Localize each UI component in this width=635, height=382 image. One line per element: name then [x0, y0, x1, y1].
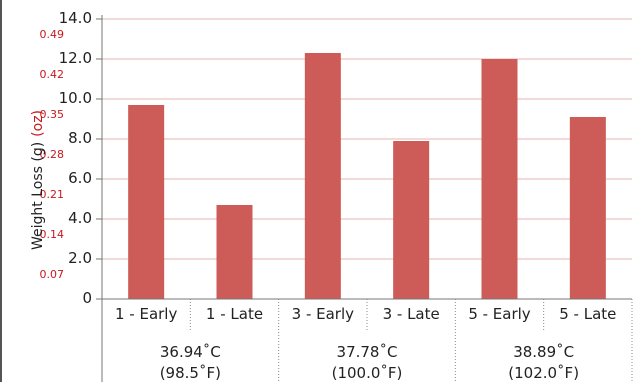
y-tick-oz-label: 0.14: [40, 228, 65, 241]
bar: [481, 59, 518, 299]
bar: [128, 105, 165, 299]
bars: [128, 53, 606, 299]
group-label-fahrenheit: (98.5˚F): [160, 364, 221, 382]
y-axis-label-unit: (oz): [30, 110, 46, 137]
group-label-fahrenheit: (102.0˚F): [508, 364, 579, 382]
y-tick-label: 6.0: [68, 169, 92, 187]
y-tick-labels: 0 2.00.07 4.00.14 6.00.21 8.00.28 10.00.35 12.…: [40, 9, 93, 307]
category-label: 3 - Early: [292, 305, 354, 323]
y-tick-label: 4.0: [68, 209, 92, 227]
bar: [216, 205, 253, 299]
y-tick-oz-label: 0.28: [40, 148, 65, 161]
y-tick-label: 8.0: [68, 129, 92, 147]
y-axis-label: Weight Loss (g) (oz): [30, 110, 46, 250]
axes: [96, 15, 633, 382]
category-label: 1 - Late: [206, 305, 263, 323]
y-axis-label-main: Weight Loss (g): [30, 142, 46, 250]
category-labels: 1 - Early 1 - Late 3 - Early 3 - Late 5 - Ea…: [115, 305, 616, 323]
category-label: 3 - Late: [383, 305, 440, 323]
y-tick-oz-label: 0.42: [40, 68, 65, 81]
y-tick-oz-label: 0.21: [40, 188, 65, 201]
bar: [569, 117, 606, 299]
group-label-celsius: 38.89˚C: [513, 343, 574, 361]
y-tick-label: 10.0: [59, 89, 92, 107]
y-tick-label: 12.0: [59, 49, 92, 67]
group-label-fahrenheit: (100.0˚F): [332, 364, 403, 382]
y-tick-label: 2.0: [68, 249, 92, 267]
y-tick-oz-label: 0.35: [40, 108, 65, 121]
grid-lines: [102, 18, 632, 260]
y-tick-oz-label: 0.07: [40, 268, 65, 281]
y-tick-oz-label: 0.49: [40, 28, 65, 41]
group-label-celsius: 37.78˚C: [337, 343, 398, 361]
group-label-celsius: 36.94˚C: [160, 343, 221, 361]
category-label: 1 - Early: [115, 305, 177, 323]
bar: [393, 141, 430, 299]
category-label: 5 - Early: [468, 305, 530, 323]
y-tick-label: 0: [82, 289, 92, 307]
y-tick-label: 14.0: [59, 9, 92, 27]
category-label: 5 - Late: [559, 305, 616, 323]
group-labels: 36.94˚C (98.5˚F) 37.78˚C (100.0˚F) 38.89˚C (1…: [160, 343, 579, 382]
bar: [304, 53, 341, 299]
